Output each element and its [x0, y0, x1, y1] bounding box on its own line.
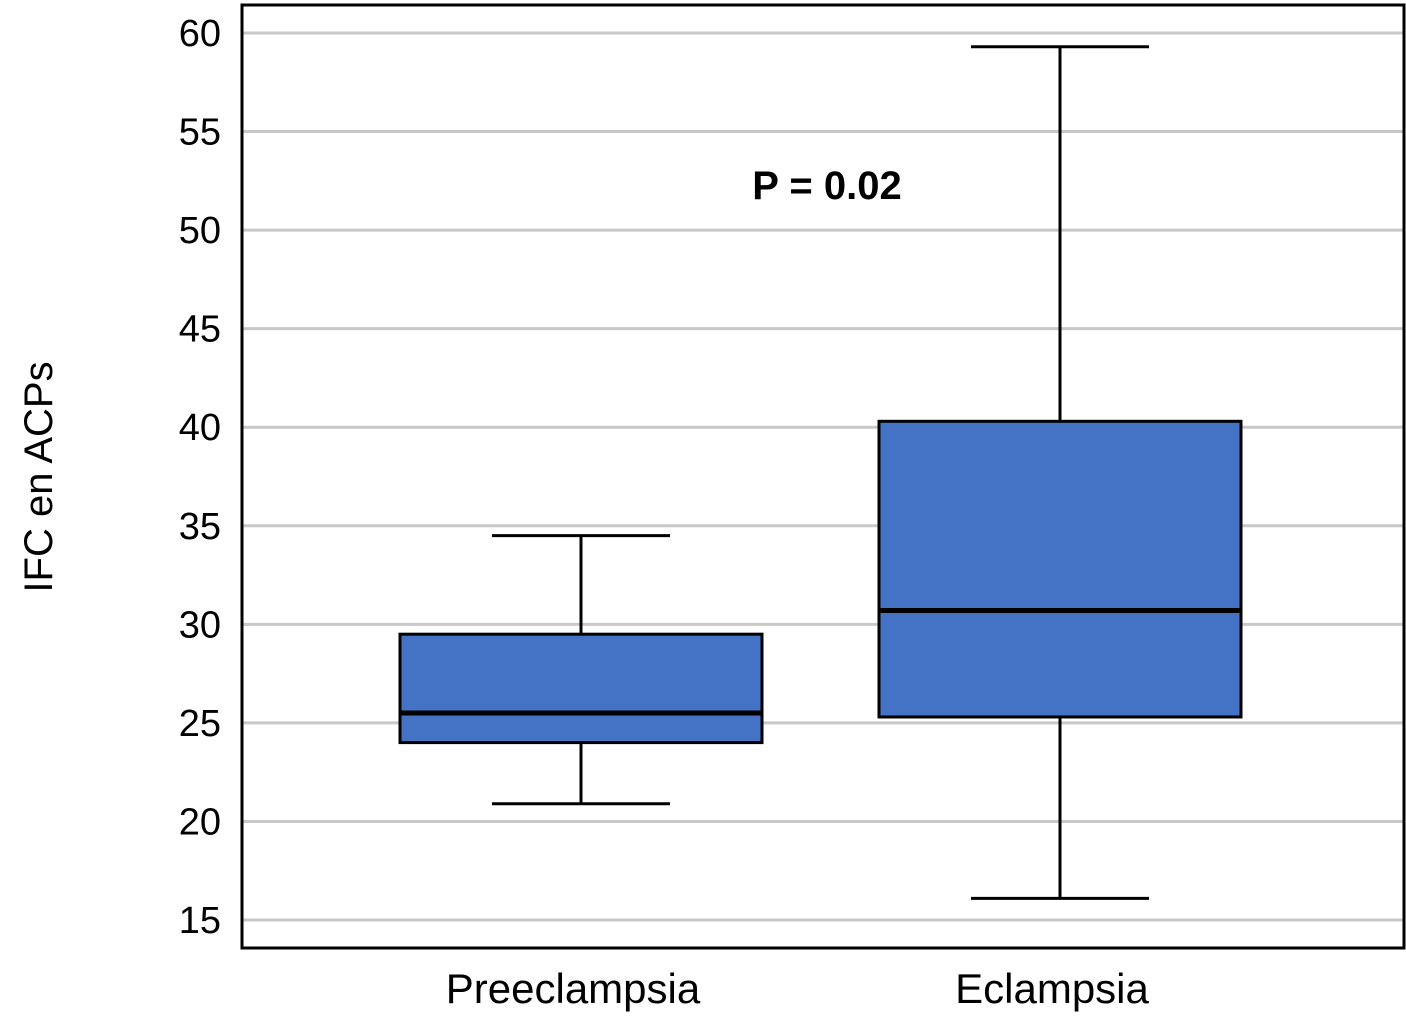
y-tick-label: 20	[179, 801, 221, 843]
box-group-preeclampsia	[398, 534, 764, 806]
y-axis-label: IFC en ACPs	[17, 361, 61, 592]
x-category-label: Eclampsia	[955, 965, 1149, 1012]
y-tick-label: 55	[179, 112, 221, 154]
iqr-box	[877, 419, 1243, 719]
y-axis-ticks: 15 20 25 30 35 40 45 50 55 60	[179, 13, 221, 942]
y-tick-label: 40	[179, 407, 221, 449]
y-tick-label: 25	[179, 703, 221, 745]
iqr-box	[398, 632, 764, 745]
y-tick-label: 30	[179, 604, 221, 646]
y-tick-label: 45	[179, 309, 221, 351]
x-axis-categories: Preeclampsia Eclampsia	[446, 965, 1150, 1012]
boxes	[398, 45, 1243, 900]
p-value-annotation: P = 0.02	[752, 164, 901, 208]
plot-frame	[240, 3, 1406, 950]
box-group-eclampsia	[877, 45, 1243, 900]
y-tick-label: 60	[179, 13, 221, 55]
x-category-label: Preeclampsia	[446, 965, 701, 1012]
y-tick-label: 15	[179, 900, 221, 942]
y-tick-label: 50	[179, 210, 221, 252]
y-tick-label: 35	[179, 506, 221, 548]
